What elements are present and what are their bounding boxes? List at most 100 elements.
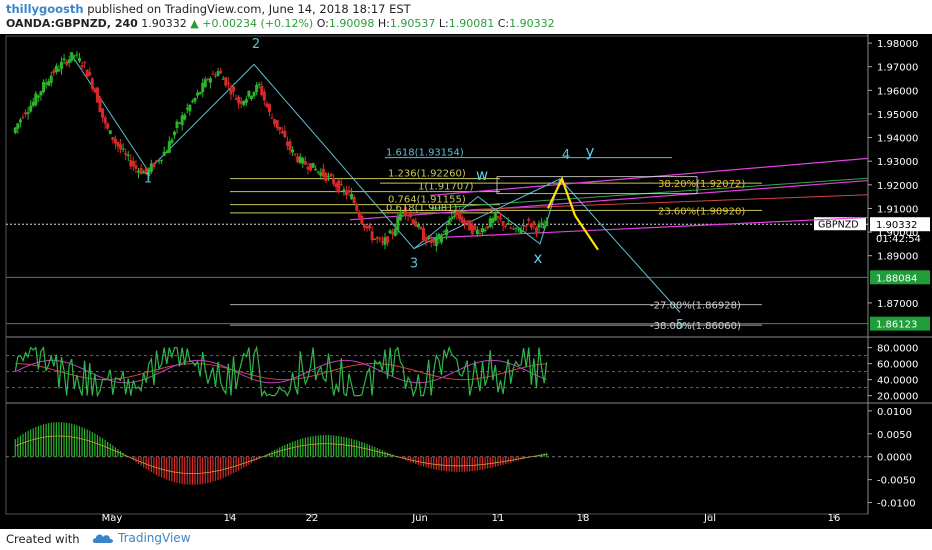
candle-body [80, 65, 84, 68]
candle-body [355, 203, 359, 211]
candle-body [352, 196, 356, 204]
candle-body [167, 141, 171, 153]
candle-body [170, 139, 174, 144]
wave-label-y: y [586, 142, 595, 160]
candle-body [152, 163, 156, 168]
candle-body [36, 95, 40, 98]
green-level-tag [870, 316, 930, 331]
up-arrow-icon: ▲ [190, 17, 199, 30]
candle-body [224, 77, 228, 86]
candle-body [214, 75, 218, 77]
candle-body [201, 82, 205, 93]
candle-body [52, 70, 56, 74]
candle-body [98, 98, 102, 112]
candle-body [260, 85, 264, 96]
candle-body [59, 61, 63, 69]
price-tick-label: 1.93000 [877, 157, 918, 168]
candle-body [157, 160, 161, 162]
candle-body [95, 87, 99, 103]
chart-header: thillygoosth published on TradingView.co… [0, 0, 932, 34]
tradingview-brand[interactable]: TradingView [118, 531, 191, 545]
candle-body [75, 54, 79, 56]
candle-body [424, 237, 428, 243]
candle-body [26, 112, 30, 115]
candle-body [247, 90, 251, 97]
candle-body [481, 228, 485, 233]
candle-body [278, 126, 282, 131]
candle-body [344, 190, 348, 196]
candle-body [380, 241, 384, 243]
candle-body [478, 232, 482, 234]
candle-body [493, 213, 497, 221]
chart-background [0, 34, 932, 529]
current-price-tag [870, 217, 930, 232]
rsi-tick-label: 80.0000 [877, 344, 918, 355]
candle-body [265, 103, 269, 107]
candle-body [442, 231, 446, 233]
candle-body [321, 168, 325, 177]
candle-body [88, 72, 92, 76]
candle-body [455, 211, 459, 216]
candle-body [303, 161, 307, 165]
candle-body [383, 237, 387, 245]
candle-body [470, 224, 474, 235]
candle-body [229, 88, 233, 95]
candle-body [393, 228, 397, 236]
change-value: +0.00234 (+0.12%) [202, 17, 314, 30]
candle-body [499, 217, 503, 220]
candle-body [370, 231, 374, 241]
candle-body [124, 152, 128, 155]
wave-label-1: 1 [144, 171, 152, 186]
price-tick-label: 1.87000 [877, 299, 918, 310]
candle-body [414, 221, 418, 227]
time-axis: May 14 22 Jun 11 18 Jul 16 [102, 513, 841, 524]
green-level-tag [870, 270, 930, 285]
candle-body [149, 163, 153, 172]
candle-body [504, 225, 508, 227]
candle-body [463, 220, 467, 224]
channel-lower-magenta [429, 216, 869, 239]
candle-body [501, 221, 505, 226]
price-chart[interactable]: 1.98000 1.97000 1.96000 1.95000 1.94000 1.930… [0, 34, 932, 529]
time-tick-label: 14 [224, 513, 237, 524]
channel-red [469, 194, 869, 211]
candle-body [219, 70, 223, 74]
candle-body [301, 158, 305, 164]
open-label: O: [316, 17, 329, 30]
candle-body [509, 227, 513, 229]
candle-body [314, 168, 318, 171]
candle-body [142, 171, 146, 174]
price-tick-label: 1.96000 [877, 86, 918, 97]
candle-body [334, 183, 338, 188]
candle-body [165, 152, 169, 154]
price-tick-label: 1.90000 [877, 228, 918, 239]
candle-body [119, 144, 123, 150]
candle-body [296, 156, 300, 163]
candle-body [401, 211, 405, 213]
candle-body [347, 189, 351, 193]
close-label: C: [497, 17, 510, 30]
published-text: published on TradingView.com, June 14, 2… [87, 2, 411, 16]
wave-label-4: 4 [562, 148, 570, 163]
price-tick-label: 1.89000 [877, 252, 918, 263]
candle-body [113, 138, 117, 144]
candle-body [437, 233, 441, 240]
candle-body [137, 170, 141, 173]
candle-body [386, 236, 390, 243]
w-box [496, 176, 698, 195]
candle-body [293, 153, 297, 155]
candle-body [527, 219, 531, 221]
close-value: 1.90332 [509, 17, 555, 30]
created-with-text: Created with [6, 532, 80, 546]
candle-body [252, 91, 256, 97]
fib-label: 1.236(1.92260) [388, 169, 466, 180]
candle-body [203, 79, 207, 88]
candle-body [465, 220, 469, 222]
fib-label: 0.618(1.9081) [386, 203, 458, 214]
low-value: 1.90081 [448, 17, 495, 30]
candle-body [398, 214, 402, 221]
macd-tick-label: -0.0100 [877, 499, 916, 510]
symbol-label: OANDA:GBPNZD, 240 [6, 17, 138, 30]
candle-body [332, 178, 336, 185]
author-link[interactable]: thillygoosth [6, 2, 84, 16]
